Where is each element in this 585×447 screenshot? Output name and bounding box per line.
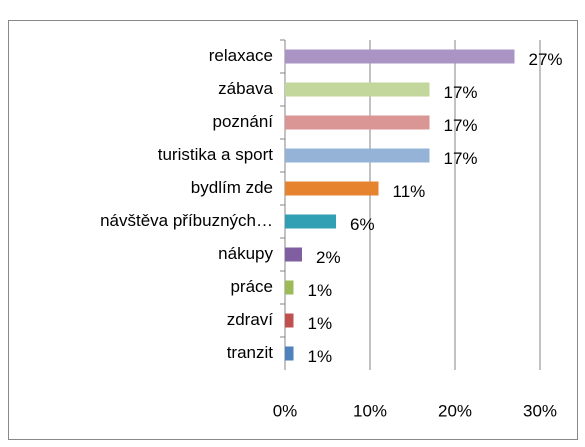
x-tick-label: 30% — [523, 401, 557, 420]
x-tick-label: 20% — [438, 401, 472, 420]
x-tick-label: 0% — [273, 401, 298, 420]
y-tick-label: poznání — [213, 112, 274, 131]
data-label: 6% — [350, 215, 375, 234]
y-tick-label: zdraví — [227, 310, 274, 329]
data-label: 17% — [444, 149, 478, 168]
bar — [285, 214, 336, 229]
y-tick-label: návštěva příbuzných… — [100, 211, 273, 230]
x-tick-label: 10% — [353, 401, 387, 420]
y-tick-label: práce — [230, 277, 273, 296]
bar — [285, 346, 294, 361]
y-tick-label: tranzit — [227, 343, 274, 362]
data-label: 17% — [444, 116, 478, 135]
y-tick-label: relaxace — [209, 46, 273, 65]
bar — [285, 148, 430, 163]
y-tick-label: zábava — [218, 79, 273, 98]
data-label: 1% — [308, 281, 333, 300]
bar — [285, 247, 302, 262]
y-tick-label: turistika a sport — [158, 145, 274, 164]
bar — [285, 181, 379, 196]
data-label: 1% — [308, 314, 333, 333]
data-label: 11% — [393, 182, 426, 201]
bar — [285, 82, 430, 97]
bar — [285, 280, 294, 295]
bar — [285, 313, 294, 328]
bar — [285, 115, 430, 130]
bar — [285, 49, 515, 64]
data-label: 27% — [529, 50, 563, 69]
y-tick-label: nákupy — [218, 244, 273, 263]
data-label: 1% — [308, 347, 333, 366]
y-tick-label: bydlím zde — [191, 178, 273, 197]
data-label: 2% — [316, 248, 341, 267]
data-label: 17% — [444, 83, 478, 102]
